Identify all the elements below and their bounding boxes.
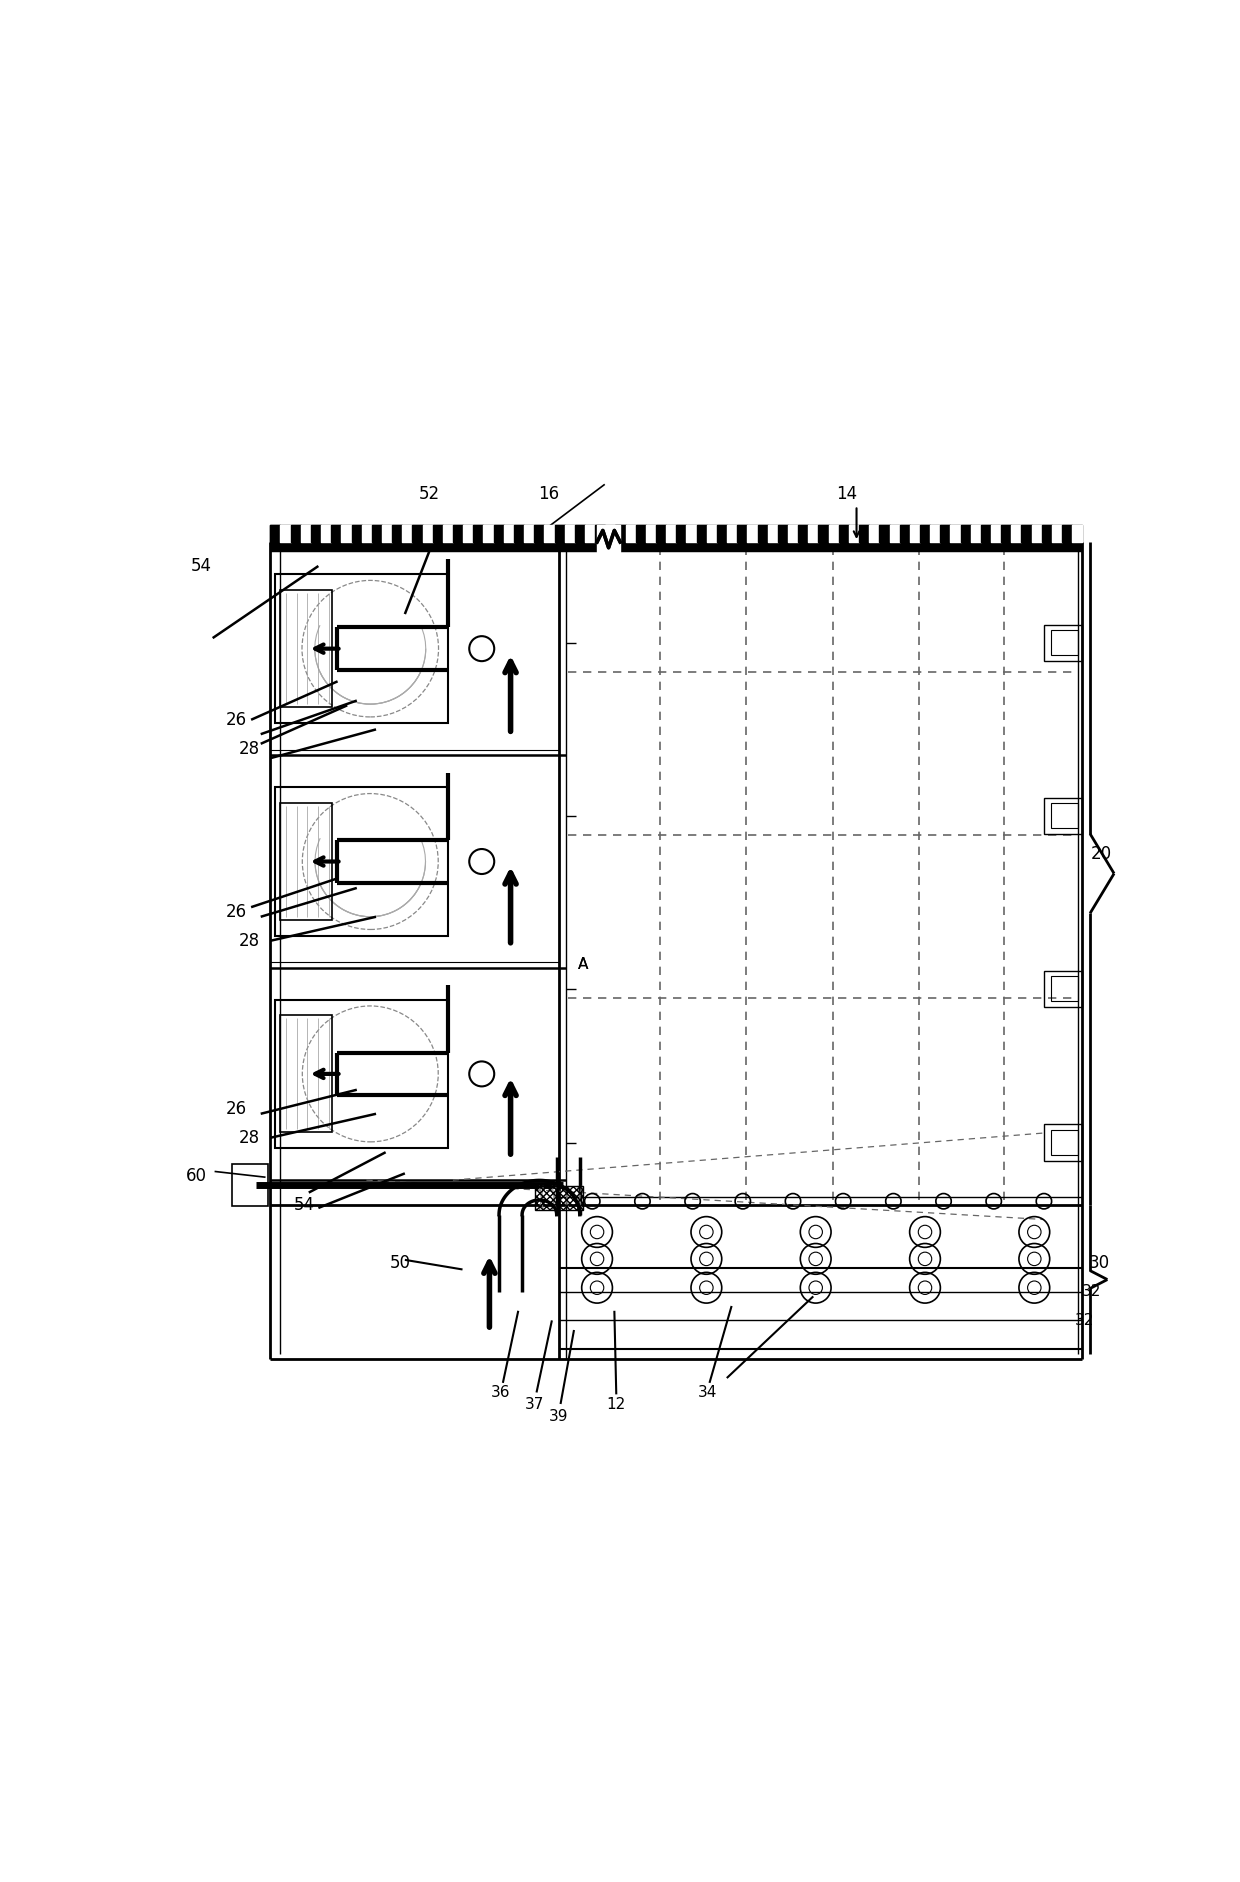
Bar [1044, 1124, 1083, 1161]
Text: 28: 28 [238, 932, 259, 950]
Bar [1050, 1129, 1078, 1156]
Text: 52: 52 [418, 486, 439, 502]
Bar [1044, 625, 1083, 661]
Bar [275, 999, 448, 1148]
Bar [534, 1186, 583, 1210]
Text: 37: 37 [525, 1396, 544, 1412]
Text: 16: 16 [538, 486, 559, 502]
Bar [275, 787, 448, 935]
Text: 32: 32 [1075, 1314, 1094, 1329]
Text: 28: 28 [238, 1129, 259, 1146]
Bar [280, 804, 332, 920]
Text: 60: 60 [186, 1167, 207, 1186]
Bar [1044, 971, 1083, 1007]
Text: 50: 50 [389, 1253, 410, 1272]
Bar [1050, 804, 1078, 828]
Text: 26: 26 [226, 1099, 247, 1118]
Bar [280, 589, 332, 708]
Bar [232, 1163, 268, 1206]
Text: 14: 14 [836, 486, 858, 502]
Text: 39: 39 [549, 1410, 568, 1425]
Text: 26: 26 [226, 903, 247, 920]
Text: 54: 54 [294, 1197, 315, 1214]
Bar [275, 574, 448, 723]
Text: 36: 36 [491, 1385, 511, 1400]
Text: 34: 34 [698, 1385, 717, 1400]
Text: 12: 12 [606, 1396, 626, 1412]
Text: 54: 54 [191, 557, 212, 576]
Text: A: A [578, 958, 588, 973]
Text: 32: 32 [1083, 1284, 1101, 1299]
Text: 28: 28 [238, 740, 259, 758]
Bar [1050, 977, 1078, 1001]
Text: 26: 26 [226, 711, 247, 728]
Bar [1050, 630, 1078, 655]
Text: A: A [578, 958, 588, 973]
Text: 30: 30 [1089, 1253, 1110, 1272]
Bar [280, 1016, 332, 1133]
Text: 20: 20 [1091, 845, 1112, 864]
Bar [1044, 798, 1083, 834]
